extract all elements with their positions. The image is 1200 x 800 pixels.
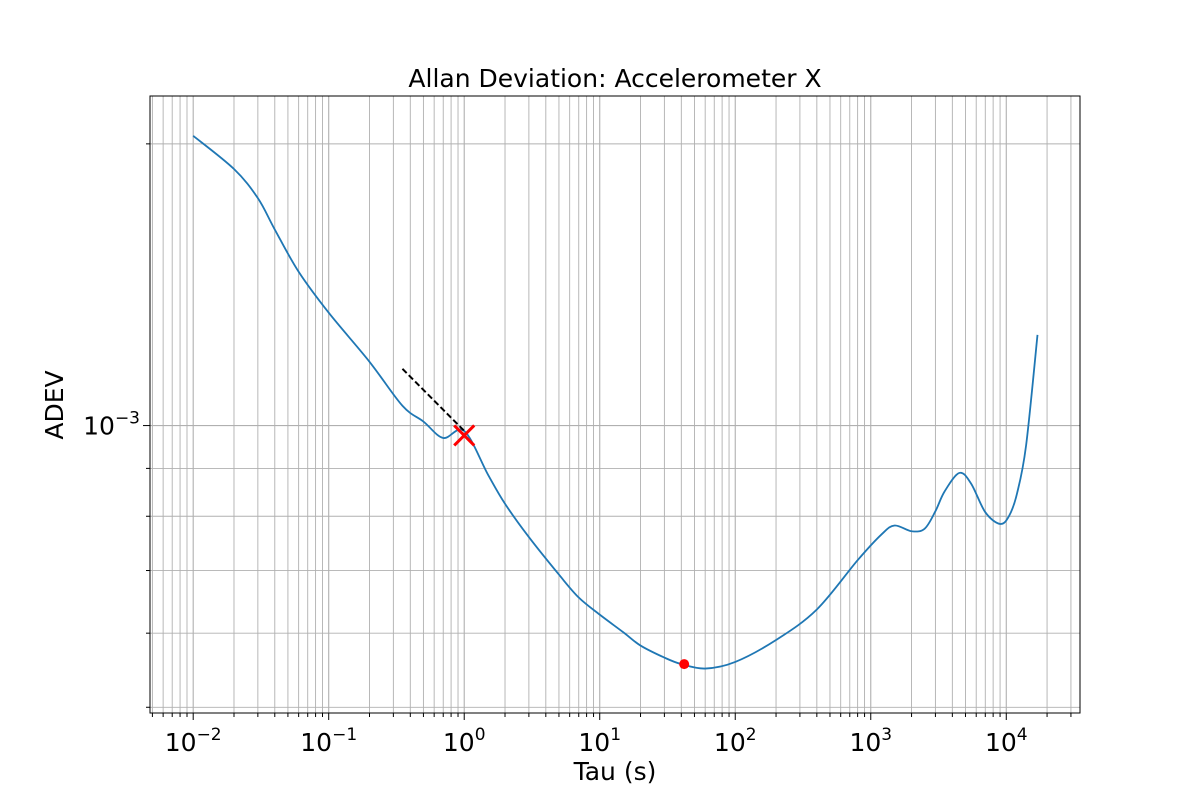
x-marker-stroke: [453, 424, 476, 447]
x-axis-label: Tau (s): [573, 757, 657, 786]
x-tick-label: 103: [849, 725, 892, 757]
chart-title: Allan Deviation: Accelerometer X: [408, 64, 821, 93]
x-tick-label: 102: [714, 725, 757, 757]
fit-line-dashed: [401, 368, 465, 432]
plot-area: [150, 96, 1080, 713]
x-tick-label: 101: [578, 725, 621, 757]
x-tick-label: 10−1: [300, 725, 357, 757]
ticks: 10−2 10−1 100 101 102 103 104 10−3: [83, 143, 1072, 757]
adev-series-line: [192, 135, 1039, 670]
minimum-point-marker: [679, 659, 690, 670]
x-marker: [453, 424, 476, 447]
series-lines: [192, 135, 1039, 670]
markers: [453, 424, 690, 670]
x-tick-label: 104: [985, 725, 1028, 757]
x-tick-label: 10−2: [165, 725, 222, 757]
grid: [150, 96, 1080, 713]
plot-frame: [149, 95, 1081, 714]
y-tick-label: 10−3: [83, 409, 140, 441]
y-axis-label: ADEV: [40, 370, 69, 439]
x-tick-label: 100: [443, 725, 486, 757]
